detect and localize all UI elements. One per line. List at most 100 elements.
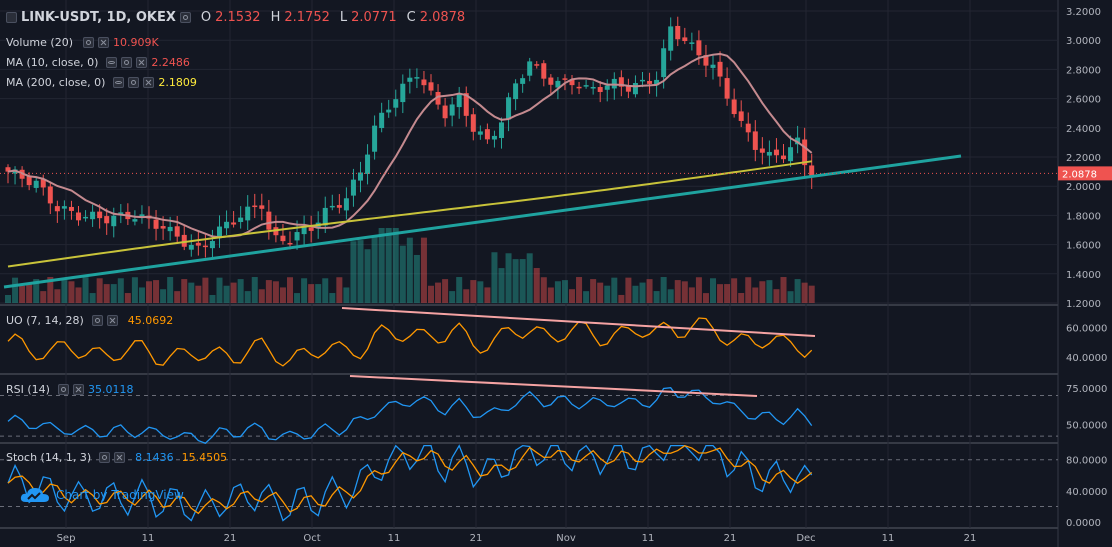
ma200-label[interactable]: MA (200, close, 0) [6,76,106,89]
gear-icon[interactable] [91,315,103,326]
candle-body [118,212,124,214]
candle-body [372,125,378,152]
candle-body [217,226,222,239]
volume-bar [491,252,498,303]
candle-body [336,205,342,208]
close-icon[interactable] [136,57,148,68]
volume-bar [12,277,19,303]
candle-body [696,40,702,56]
price-tick-label: 3.2000 [1066,7,1101,18]
ma10-label[interactable]: MA (10, close, 0) [6,56,99,69]
volume-bar [773,289,780,303]
stoch-tick-label: 40.0000 [1066,487,1107,498]
rsi-label[interactable]: RSI (14) [6,383,50,396]
uo-divergence-line [341,307,816,337]
gear-icon[interactable] [83,37,94,48]
volume-bar [61,280,68,303]
candle-body [231,222,237,225]
volume-bar [33,279,40,303]
volume-bar [540,277,547,303]
volume-bar [287,277,293,303]
tradingview-branding[interactable]: Chart by TradingView [20,486,184,504]
candle-body [139,214,145,217]
candle-body [209,241,215,249]
candle-body [252,205,258,208]
ma200-value: 2.1809 [158,76,197,89]
price-tick-label: 2.0000 [1066,182,1101,193]
gear-icon[interactable] [121,57,133,68]
volume-bar [357,240,364,303]
volume-bar [343,287,350,303]
volume-bar [738,292,745,303]
gear-icon[interactable] [179,12,191,23]
uo-label[interactable]: UO (7, 14, 28) [6,314,84,327]
gear-icon[interactable] [99,452,111,463]
candle-body [167,226,173,232]
eye-icon[interactable] [113,77,125,88]
time-axis-label: 11 [142,533,155,544]
candle-body [689,42,695,44]
candle-body [449,104,455,116]
candle-body [499,122,504,138]
candle-body [640,79,645,82]
volume-bar [717,284,724,303]
volume-bar [428,285,434,303]
close-icon[interactable] [143,77,155,88]
gear-icon[interactable] [128,77,140,88]
volume-bar [667,289,674,303]
candle-body [484,129,490,140]
candle-body [287,242,293,245]
candle-body [752,131,758,150]
time-axis-label: 21 [964,533,977,544]
close-icon[interactable] [114,452,126,463]
price-tick-label: 1.6000 [1066,241,1101,252]
volume-bar [554,281,561,303]
close-icon[interactable] [98,37,109,48]
volume-bar [54,289,61,303]
candle-body [322,207,328,226]
ohlc-low-label: L [339,10,348,25]
volume-bar [526,253,533,303]
volume-bar [68,281,75,303]
close-icon[interactable] [106,315,118,326]
gear-icon[interactable] [57,384,69,395]
candle-body [308,227,314,231]
volume-bar [322,278,329,303]
time-axis-label: 11 [642,533,655,544]
candle-body [421,79,427,86]
volume-bar [470,280,477,303]
candle-body [379,112,385,129]
volume-bar [202,277,209,303]
uo-legend: UO (7, 14, 28) 45.0692 [6,314,173,327]
symbol-title[interactable]: LINK-USDT, 1D, OKEX [21,10,176,25]
volume-bar [674,280,681,303]
candle-body [548,77,554,85]
volume-bar [146,281,152,303]
candle-body [245,206,251,221]
candle-body [456,93,462,108]
rsi-divergence-line [349,375,758,397]
symbol-legend: LINK-USDT, 1D, OKEX O 2.1532 H 2.1752 L 2.0… [6,10,465,25]
close-icon[interactable] [72,384,84,395]
rsi-value: 35.0118 [87,383,134,396]
candle-body [153,219,159,229]
candle-body [527,61,533,76]
time-axis-label: Dec [796,533,815,544]
stoch-label[interactable]: Stoch (14, 1, 3) [6,451,92,464]
volume-bar [26,282,33,303]
candle-body [477,131,483,135]
volume-label[interactable]: Volume (20) [6,36,73,49]
eye-icon[interactable] [106,57,118,68]
tradingview-cloud-icon [20,488,49,502]
volume-bar [117,278,124,303]
candle-body [343,198,349,211]
volume-bar [174,291,181,303]
candle-body [654,79,660,86]
volume-bar [167,277,174,303]
collapse-icon[interactable] [6,12,17,23]
candle-body [5,167,11,172]
volume-bar [435,282,442,303]
candle-body [76,212,81,221]
